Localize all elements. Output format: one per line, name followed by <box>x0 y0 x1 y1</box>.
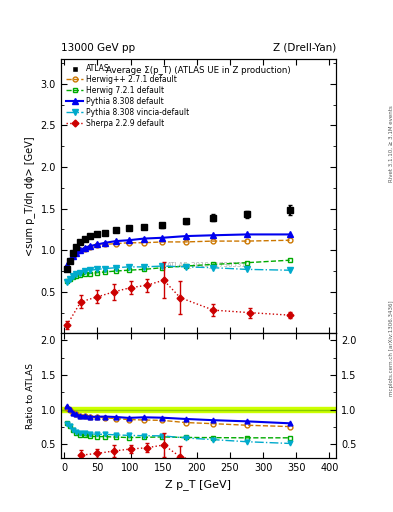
Y-axis label: <sum p_T/dη dϕ> [GeV]: <sum p_T/dη dϕ> [GeV] <box>24 136 35 256</box>
X-axis label: Z p_T [GeV]: Z p_T [GeV] <box>165 479 231 489</box>
Legend: ATLAS, Herwig++ 2.7.1 default, Herwig 7.2.1 default, Pythia 8.308 default, Pythi: ATLAS, Herwig++ 2.7.1 default, Herwig 7.… <box>65 62 191 130</box>
Text: 13000 GeV pp: 13000 GeV pp <box>61 42 135 53</box>
Text: ATLAS_2019_I1736531: ATLAS_2019_I1736531 <box>167 262 247 268</box>
Bar <box>61 407 336 413</box>
Y-axis label: Ratio to ATLAS: Ratio to ATLAS <box>26 363 35 429</box>
Text: Rivet 3.1.10, ≥ 3.1M events: Rivet 3.1.10, ≥ 3.1M events <box>389 105 393 182</box>
Text: Z (Drell-Yan): Z (Drell-Yan) <box>273 42 336 53</box>
Text: Average Σ(p_T) (ATLAS UE in Z production): Average Σ(p_T) (ATLAS UE in Z production… <box>106 66 291 75</box>
Text: mcplots.cern.ch [arXiv:1306.3436]: mcplots.cern.ch [arXiv:1306.3436] <box>389 301 393 396</box>
